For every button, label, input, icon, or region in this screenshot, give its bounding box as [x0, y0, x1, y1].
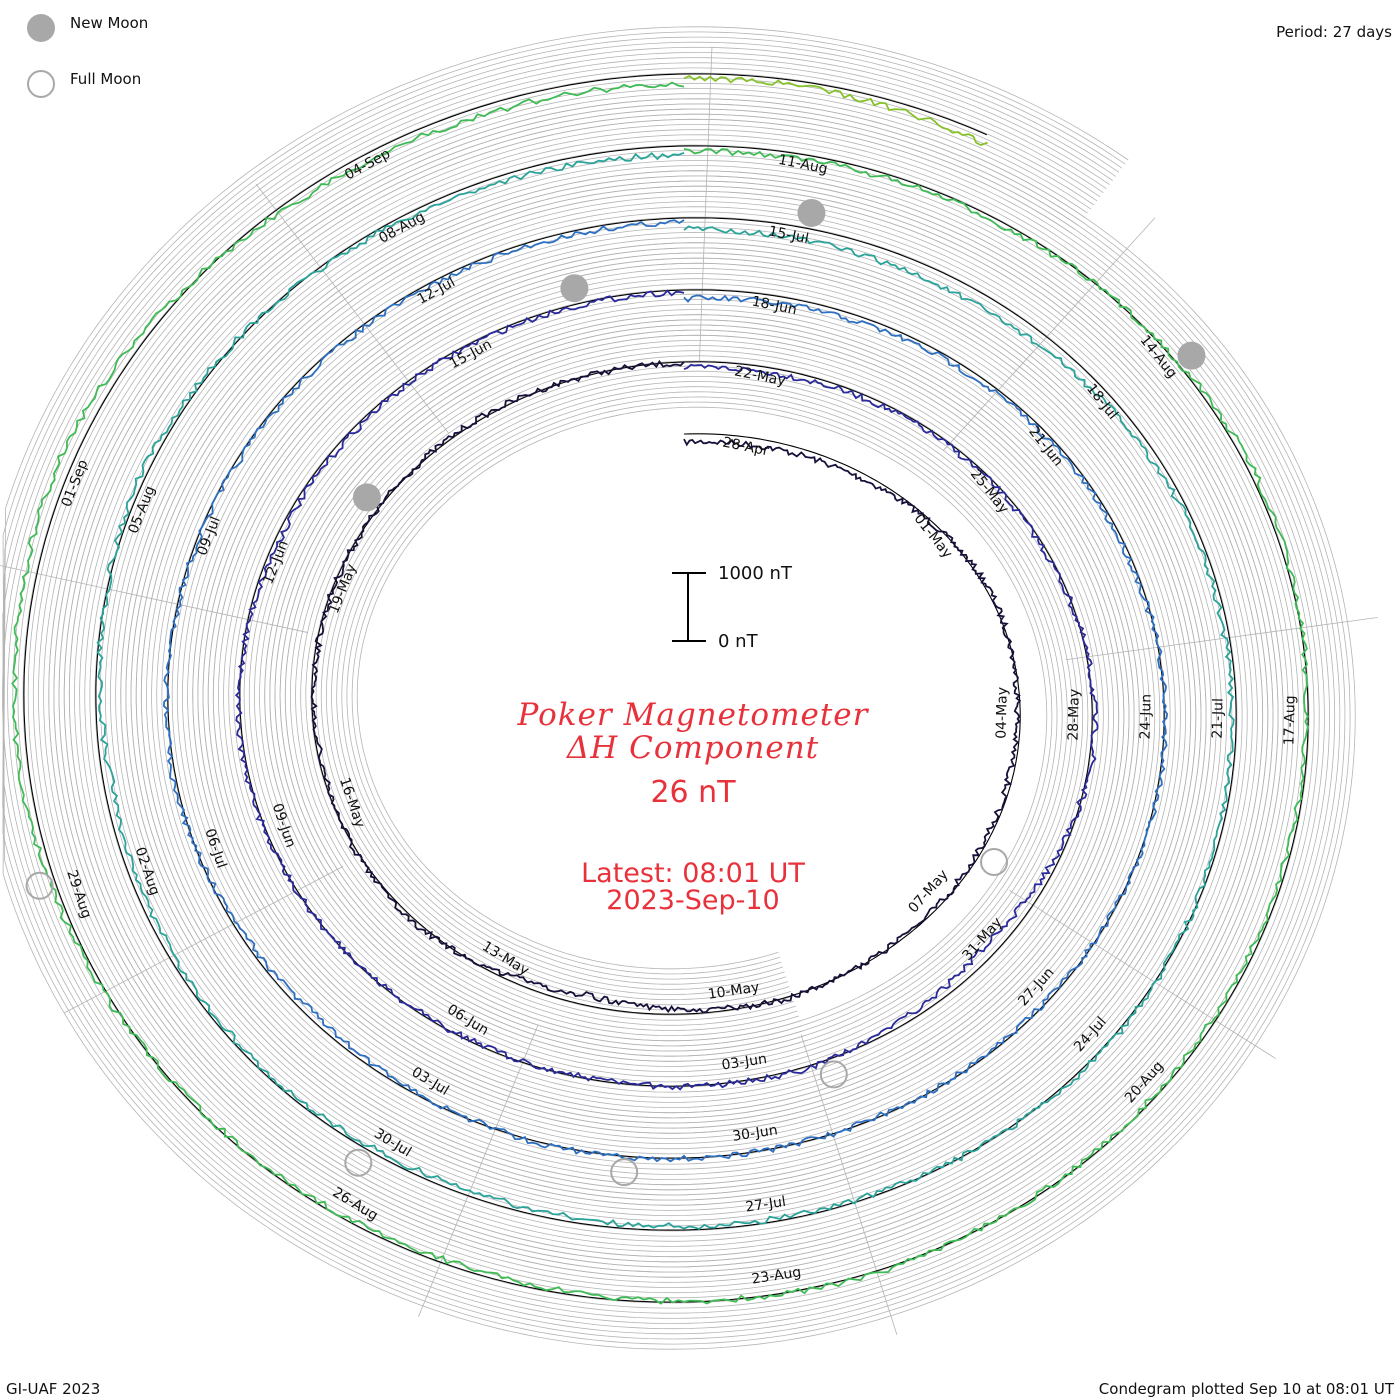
trace-cycle-2 — [234, 289, 1099, 1091]
date-label: 23-Aug — [751, 1264, 803, 1287]
trace-cycle-4 — [96, 151, 1235, 1231]
radial-spoke — [698, 46, 713, 362]
grid-ring — [2, 52, 1330, 1324]
grid-ring — [32, 82, 1300, 1294]
date-label: 28-May — [1066, 689, 1083, 741]
radial-spoke — [418, 1025, 539, 1317]
date-label: 22-May — [733, 363, 787, 389]
chart-subtitle: ΔH Component — [566, 730, 820, 766]
radial-spokes — [0, 46, 1378, 1335]
credit-label: GI-UAF 2023 — [6, 1380, 101, 1398]
full-moon-marker — [610, 1158, 639, 1187]
full-moon-marker — [344, 1148, 373, 1177]
date-label: 10-May — [707, 979, 761, 1002]
date-label: 24-Jul — [1071, 1014, 1110, 1055]
grid-ring — [27, 77, 1305, 1299]
radial-spoke — [255, 183, 449, 434]
grid-ring — [38, 88, 1294, 1288]
radial-spoke — [1009, 889, 1276, 1059]
grid-ring — [2, 41, 1341, 1335]
full-moon-legend-label: Full Moon — [70, 70, 142, 88]
full-moon-legend-icon — [27, 70, 55, 98]
date-label: 15-Jul — [767, 223, 810, 247]
grid-ring — [7, 57, 1325, 1319]
radial-spoke — [942, 217, 1156, 452]
data-traces — [11, 74, 1309, 1305]
date-label: 18-Jun — [750, 294, 798, 319]
grid-ring — [63, 113, 1269, 1263]
date-label: 25-May — [967, 466, 1012, 517]
chart-title: Poker Magnetometer — [517, 697, 869, 733]
grid-ring — [2, 36, 1346, 1340]
new-moon-marker — [352, 483, 381, 512]
new-moon-marker — [1177, 341, 1206, 370]
date-label: 11-Aug — [777, 152, 829, 178]
radial-spoke — [1065, 617, 1378, 661]
grid-ring — [43, 93, 1289, 1283]
trace-cycle-5 — [11, 81, 1309, 1305]
new-moon-marker — [560, 274, 589, 303]
latest-date: 2023-Sep-10 — [606, 885, 780, 916]
date-label: 21-Jul — [1210, 698, 1227, 739]
scale-bar — [672, 572, 706, 642]
new-moon-marker — [797, 198, 826, 227]
full-moon-marker — [25, 871, 54, 900]
scale-top-label: 1000 nT — [718, 563, 792, 584]
date-label: 04-May — [994, 687, 1011, 739]
date-label: 20-Aug — [1122, 1058, 1167, 1106]
date-label: 30-Jun — [731, 1122, 778, 1145]
date-label: 27-Jun — [1015, 965, 1057, 1010]
spiral-grid — [2, 26, 1356, 1350]
grid-ring — [2, 26, 1356, 1350]
grid-ring — [17, 67, 1315, 1309]
grid-ring — [2, 31, 1351, 1345]
latest-time: Latest: 08:01 UT — [581, 858, 805, 889]
plotted-timestamp: Condegram plotted Sep 10 at 08:01 UT — [1098, 1380, 1394, 1398]
grid-ring — [12, 62, 1320, 1314]
moon-markers — [25, 198, 1206, 1187]
current-value: 26 nT — [650, 775, 736, 810]
full-moon-marker — [980, 848, 1009, 876]
grid-ring — [2, 46, 1336, 1330]
date-label: 28-Apr — [721, 434, 770, 459]
date-label: 24-Jun — [1138, 694, 1155, 740]
radial-spoke — [800, 1034, 898, 1335]
scale-bottom-label: 0 nT — [718, 631, 758, 652]
date-label: 03-Jun — [721, 1051, 768, 1074]
full-moon-marker — [819, 1060, 848, 1089]
new-moon-legend-label: New Moon — [70, 14, 149, 32]
trace-cycle-6 — [683, 74, 988, 146]
new-moon-legend-icon — [27, 14, 55, 42]
period-label: Period: 27 days — [1276, 23, 1392, 41]
trace-cycle-3 — [162, 219, 1169, 1163]
date-label: 27-Jul — [744, 1194, 786, 1216]
date-label: 17-Aug — [1281, 695, 1298, 745]
trace-cycle-1 — [310, 359, 1022, 1014]
radial-spoke — [0, 565, 308, 633]
